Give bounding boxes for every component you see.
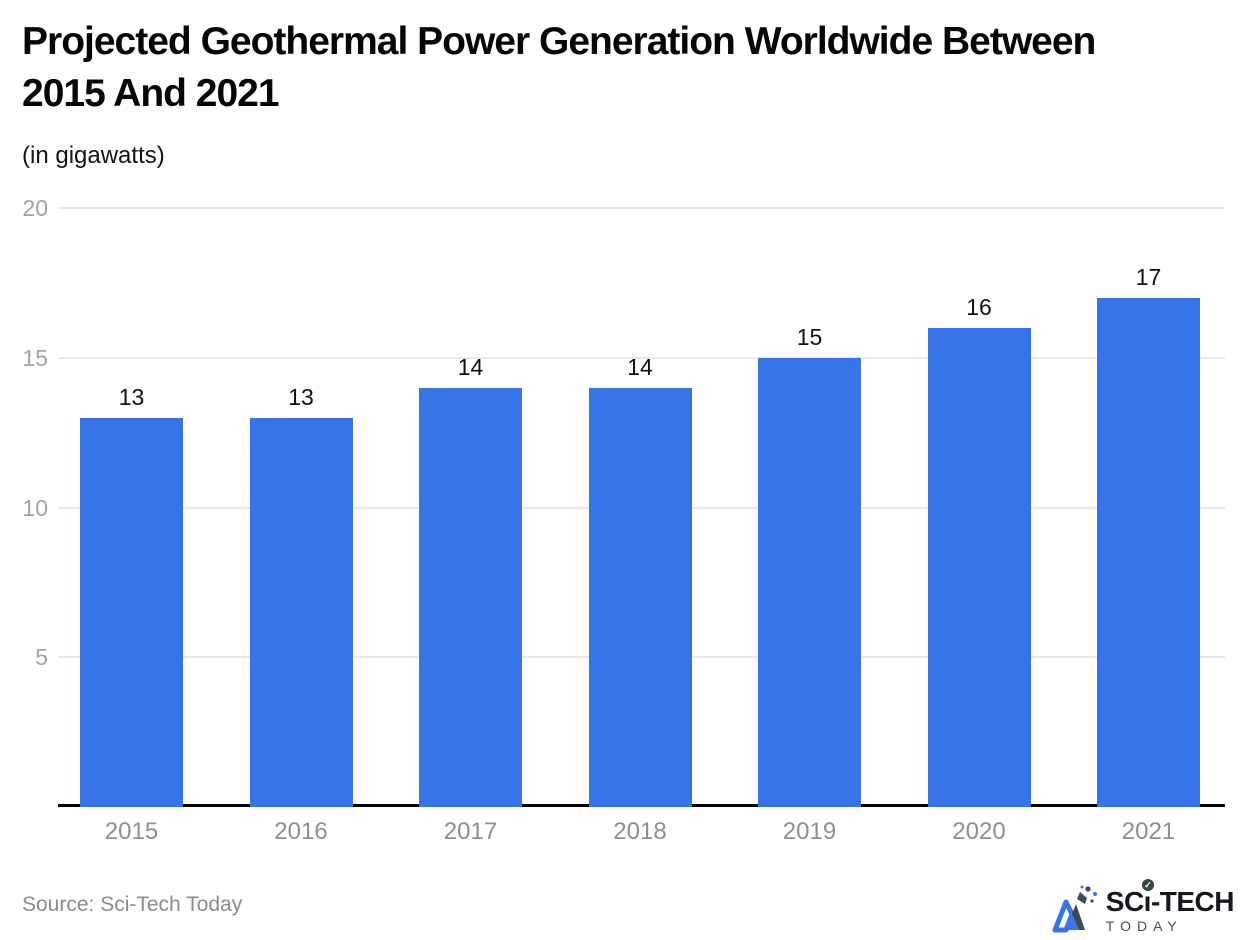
- check-icon: ✓: [1141, 878, 1154, 891]
- chart-title-line1: Projected Geothermal Power Generation Wo…: [22, 20, 1096, 63]
- x-axis-tick-label-2016: 2016: [274, 818, 328, 845]
- bar-2015: [80, 417, 183, 807]
- bar-2016: [249, 417, 353, 807]
- bar-2020: [927, 327, 1031, 807]
- x-axis-tick-label-2017: 2017: [443, 818, 498, 845]
- y-axis-tick-label: 5: [35, 644, 48, 671]
- bar-value-label-2021: 17: [1135, 263, 1162, 290]
- bar-2019: [758, 357, 861, 807]
- bar-value-label-2019: 15: [796, 323, 823, 350]
- brand-name-suffix: -TECH: [1150, 885, 1235, 917]
- bar-value-label-2015: 13: [118, 383, 145, 410]
- chart-title: Projected Geothermal Power Generation Wo…: [22, 16, 1096, 120]
- brand-name-prefix: SC: [1105, 885, 1144, 917]
- brand-tagline: TODAY: [1105, 917, 1183, 934]
- brand-text: SCı ✓ -TECH TODAY: [1105, 878, 1235, 934]
- bar-value-label-2020: 16: [966, 293, 992, 320]
- chart-subtitle: (in gigawatts): [22, 142, 165, 169]
- y-axis-tick-label: 15: [22, 344, 48, 371]
- gridline-y-20: [58, 207, 1225, 209]
- bar-2021: [1097, 297, 1200, 807]
- bar-value-label-2018: 14: [627, 353, 653, 380]
- y-axis-tick-label: 10: [22, 494, 48, 521]
- x-axis-tick-label-2015: 2015: [104, 818, 159, 845]
- bar-2018: [588, 387, 692, 807]
- chart-title-line2: 2015 And 2021: [22, 72, 280, 115]
- brand-name: SCı ✓ -TECH: [1105, 878, 1235, 917]
- x-axis-tick-label-2019: 2019: [782, 818, 837, 845]
- source-note: Source: Sci-Tech Today: [22, 893, 243, 916]
- brand-logo: SCı ✓ -TECH TODAY: [1052, 878, 1235, 936]
- bar-value-label-2016: 13: [288, 383, 314, 410]
- y-axis-tick-label: 20: [22, 195, 48, 221]
- gridline-y-15: [58, 356, 1225, 359]
- bar-value-label-2017: 14: [457, 353, 484, 380]
- x-axis-tick-label-2021: 2021: [1121, 818, 1176, 845]
- sci-tech-logo-icon: [1052, 885, 1097, 933]
- brand-name-i: ı ✓: [1141, 878, 1154, 916]
- x-axis-tick-label-2018: 2018: [613, 818, 667, 845]
- bar-2017: [419, 387, 522, 807]
- x-axis-tick-label-2020: 2020: [952, 818, 1006, 845]
